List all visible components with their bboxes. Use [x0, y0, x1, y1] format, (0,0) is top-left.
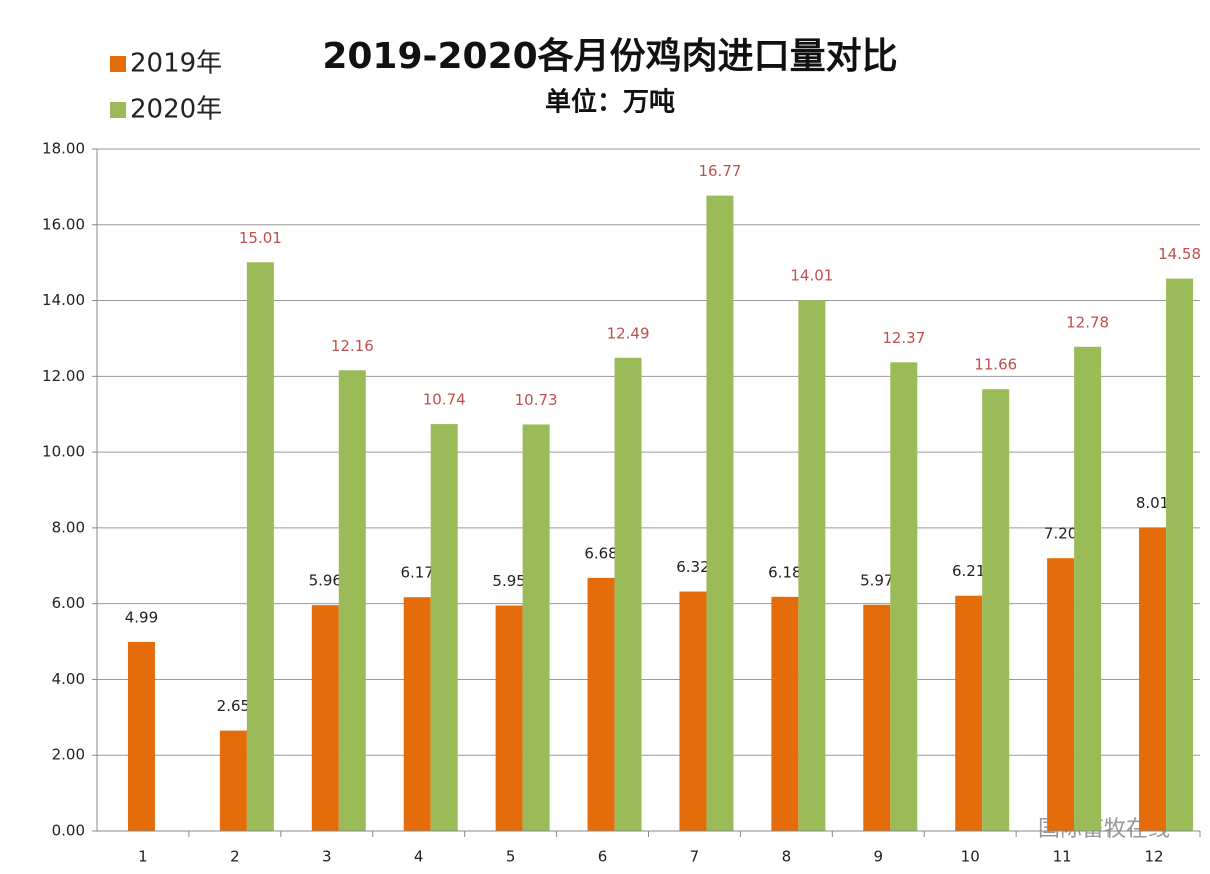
bar	[127, 641, 155, 831]
value-label: 12.16	[331, 337, 374, 355]
value-label: 6.21	[952, 562, 985, 580]
bar	[219, 730, 247, 831]
bar	[1166, 278, 1194, 832]
bar	[587, 577, 615, 831]
bar	[890, 362, 918, 831]
x-tick-label: 2	[230, 848, 240, 866]
y-tick-label: 2.00	[52, 746, 85, 764]
value-label: 6.18	[768, 563, 801, 581]
value-label: 6.68	[584, 544, 617, 562]
value-label: 5.95	[492, 572, 525, 590]
value-label: 14.58	[1158, 245, 1201, 263]
bar	[430, 424, 458, 831]
y-tick-label: 12.00	[42, 367, 85, 385]
y-tick-label: 18.00	[42, 140, 85, 158]
x-tick-label: 6	[598, 848, 608, 866]
x-tick-label: 9	[874, 848, 884, 866]
value-label: 6.17	[401, 564, 434, 582]
value-label: 8.01	[1136, 494, 1169, 512]
bar	[706, 195, 734, 831]
value-label: 11.66	[974, 356, 1017, 374]
value-label: 16.77	[698, 162, 741, 180]
bar	[403, 597, 431, 831]
x-tick-label: 7	[690, 848, 700, 866]
value-label: 10.74	[423, 391, 466, 409]
value-label: 5.96	[309, 572, 342, 590]
bar	[311, 605, 339, 831]
bar	[982, 389, 1010, 831]
value-label: 15.01	[239, 229, 282, 247]
value-label: 14.01	[790, 267, 833, 285]
bar	[863, 604, 891, 831]
chart-subtitle: 单位：万吨	[545, 87, 675, 118]
y-tick-label: 14.00	[42, 291, 85, 309]
x-tick-label: 12	[1144, 848, 1163, 866]
value-label: 12.78	[1066, 313, 1109, 331]
value-label: 12.49	[607, 324, 650, 342]
value-label: 10.73	[515, 391, 558, 409]
value-label: 5.97	[860, 571, 893, 589]
value-label: 4.99	[125, 608, 158, 626]
x-tick-label: 4	[414, 848, 424, 866]
bar	[246, 262, 274, 831]
x-tick-label: 8	[782, 848, 792, 866]
y-tick-label: 4.00	[52, 670, 85, 688]
value-label: 12.37	[882, 329, 925, 347]
y-tick-label: 8.00	[52, 518, 85, 536]
bar	[522, 424, 550, 831]
x-tick-label: 3	[322, 848, 332, 866]
x-tick-label: 11	[1053, 848, 1072, 866]
legend-swatch	[110, 56, 126, 72]
y-tick-label: 16.00	[42, 215, 85, 233]
legend-label: 2019年	[130, 49, 222, 79]
bar	[771, 596, 799, 831]
bar	[614, 357, 642, 831]
legend-label: 2020年	[130, 95, 222, 125]
bar	[1139, 527, 1167, 831]
bar	[495, 605, 523, 831]
x-tick-label: 10	[961, 848, 980, 866]
chart-title: 2019-2020各月份鸡肉进口量对比	[322, 36, 897, 77]
bar	[1074, 346, 1102, 831]
legend-swatch	[110, 102, 126, 118]
y-tick-label: 10.00	[42, 443, 85, 461]
bar	[955, 595, 983, 831]
value-label: 6.32	[676, 558, 709, 576]
value-label: 2.65	[217, 697, 250, 715]
bar	[1047, 558, 1075, 831]
bar	[338, 370, 366, 831]
x-tick-label: 5	[506, 848, 516, 866]
bar	[798, 300, 826, 832]
y-tick-label: 0.00	[52, 822, 85, 840]
x-tick-label: 1	[138, 848, 148, 866]
value-label: 7.20	[1044, 525, 1077, 543]
y-tick-label: 6.00	[52, 594, 85, 612]
bar	[679, 591, 707, 831]
